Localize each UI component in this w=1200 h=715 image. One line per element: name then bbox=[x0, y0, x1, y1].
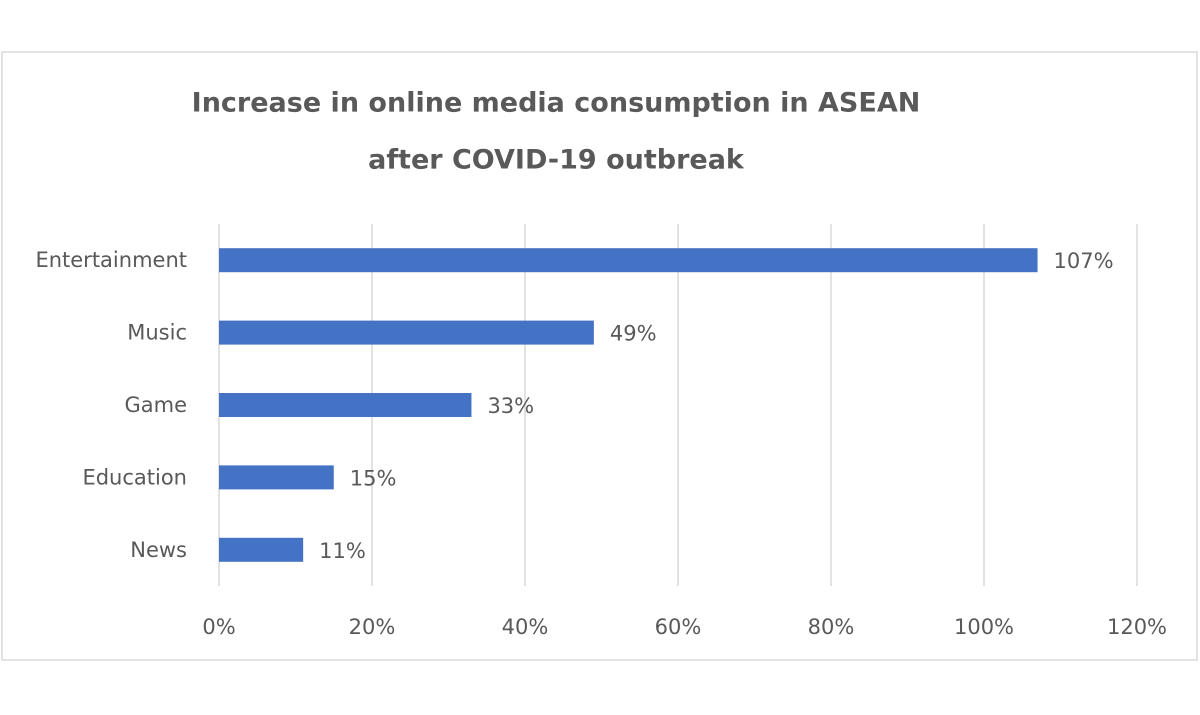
y-tick-label: Entertainment bbox=[35, 248, 187, 272]
x-tick-label: 0% bbox=[202, 615, 235, 639]
bar bbox=[219, 537, 304, 562]
chart-title: Increase in online media consumption in … bbox=[192, 88, 921, 119]
x-tick-label: 60% bbox=[655, 615, 702, 639]
x-tick-label: 120% bbox=[1107, 615, 1167, 639]
data-label: 107% bbox=[1054, 249, 1114, 273]
x-tick-label: 100% bbox=[954, 615, 1014, 639]
chart-title: after COVID-19 outbreak bbox=[368, 145, 745, 176]
y-tick-label: Music bbox=[127, 321, 187, 345]
data-label: 33% bbox=[487, 394, 534, 418]
y-tick-label: News bbox=[130, 538, 187, 562]
x-tick-label: 20% bbox=[349, 615, 396, 639]
data-label: 11% bbox=[319, 539, 366, 563]
x-tick-label: 80% bbox=[808, 615, 855, 639]
chart-frame bbox=[1, 51, 1198, 661]
x-tick-label: 40% bbox=[502, 615, 549, 639]
data-label: 15% bbox=[350, 466, 397, 490]
bar bbox=[219, 320, 594, 345]
bar bbox=[219, 248, 1038, 273]
bar bbox=[219, 465, 334, 490]
y-tick-label: Game bbox=[124, 393, 187, 417]
y-tick-label: Education bbox=[82, 465, 187, 489]
bar bbox=[219, 393, 472, 417]
data-label: 49% bbox=[610, 322, 657, 346]
